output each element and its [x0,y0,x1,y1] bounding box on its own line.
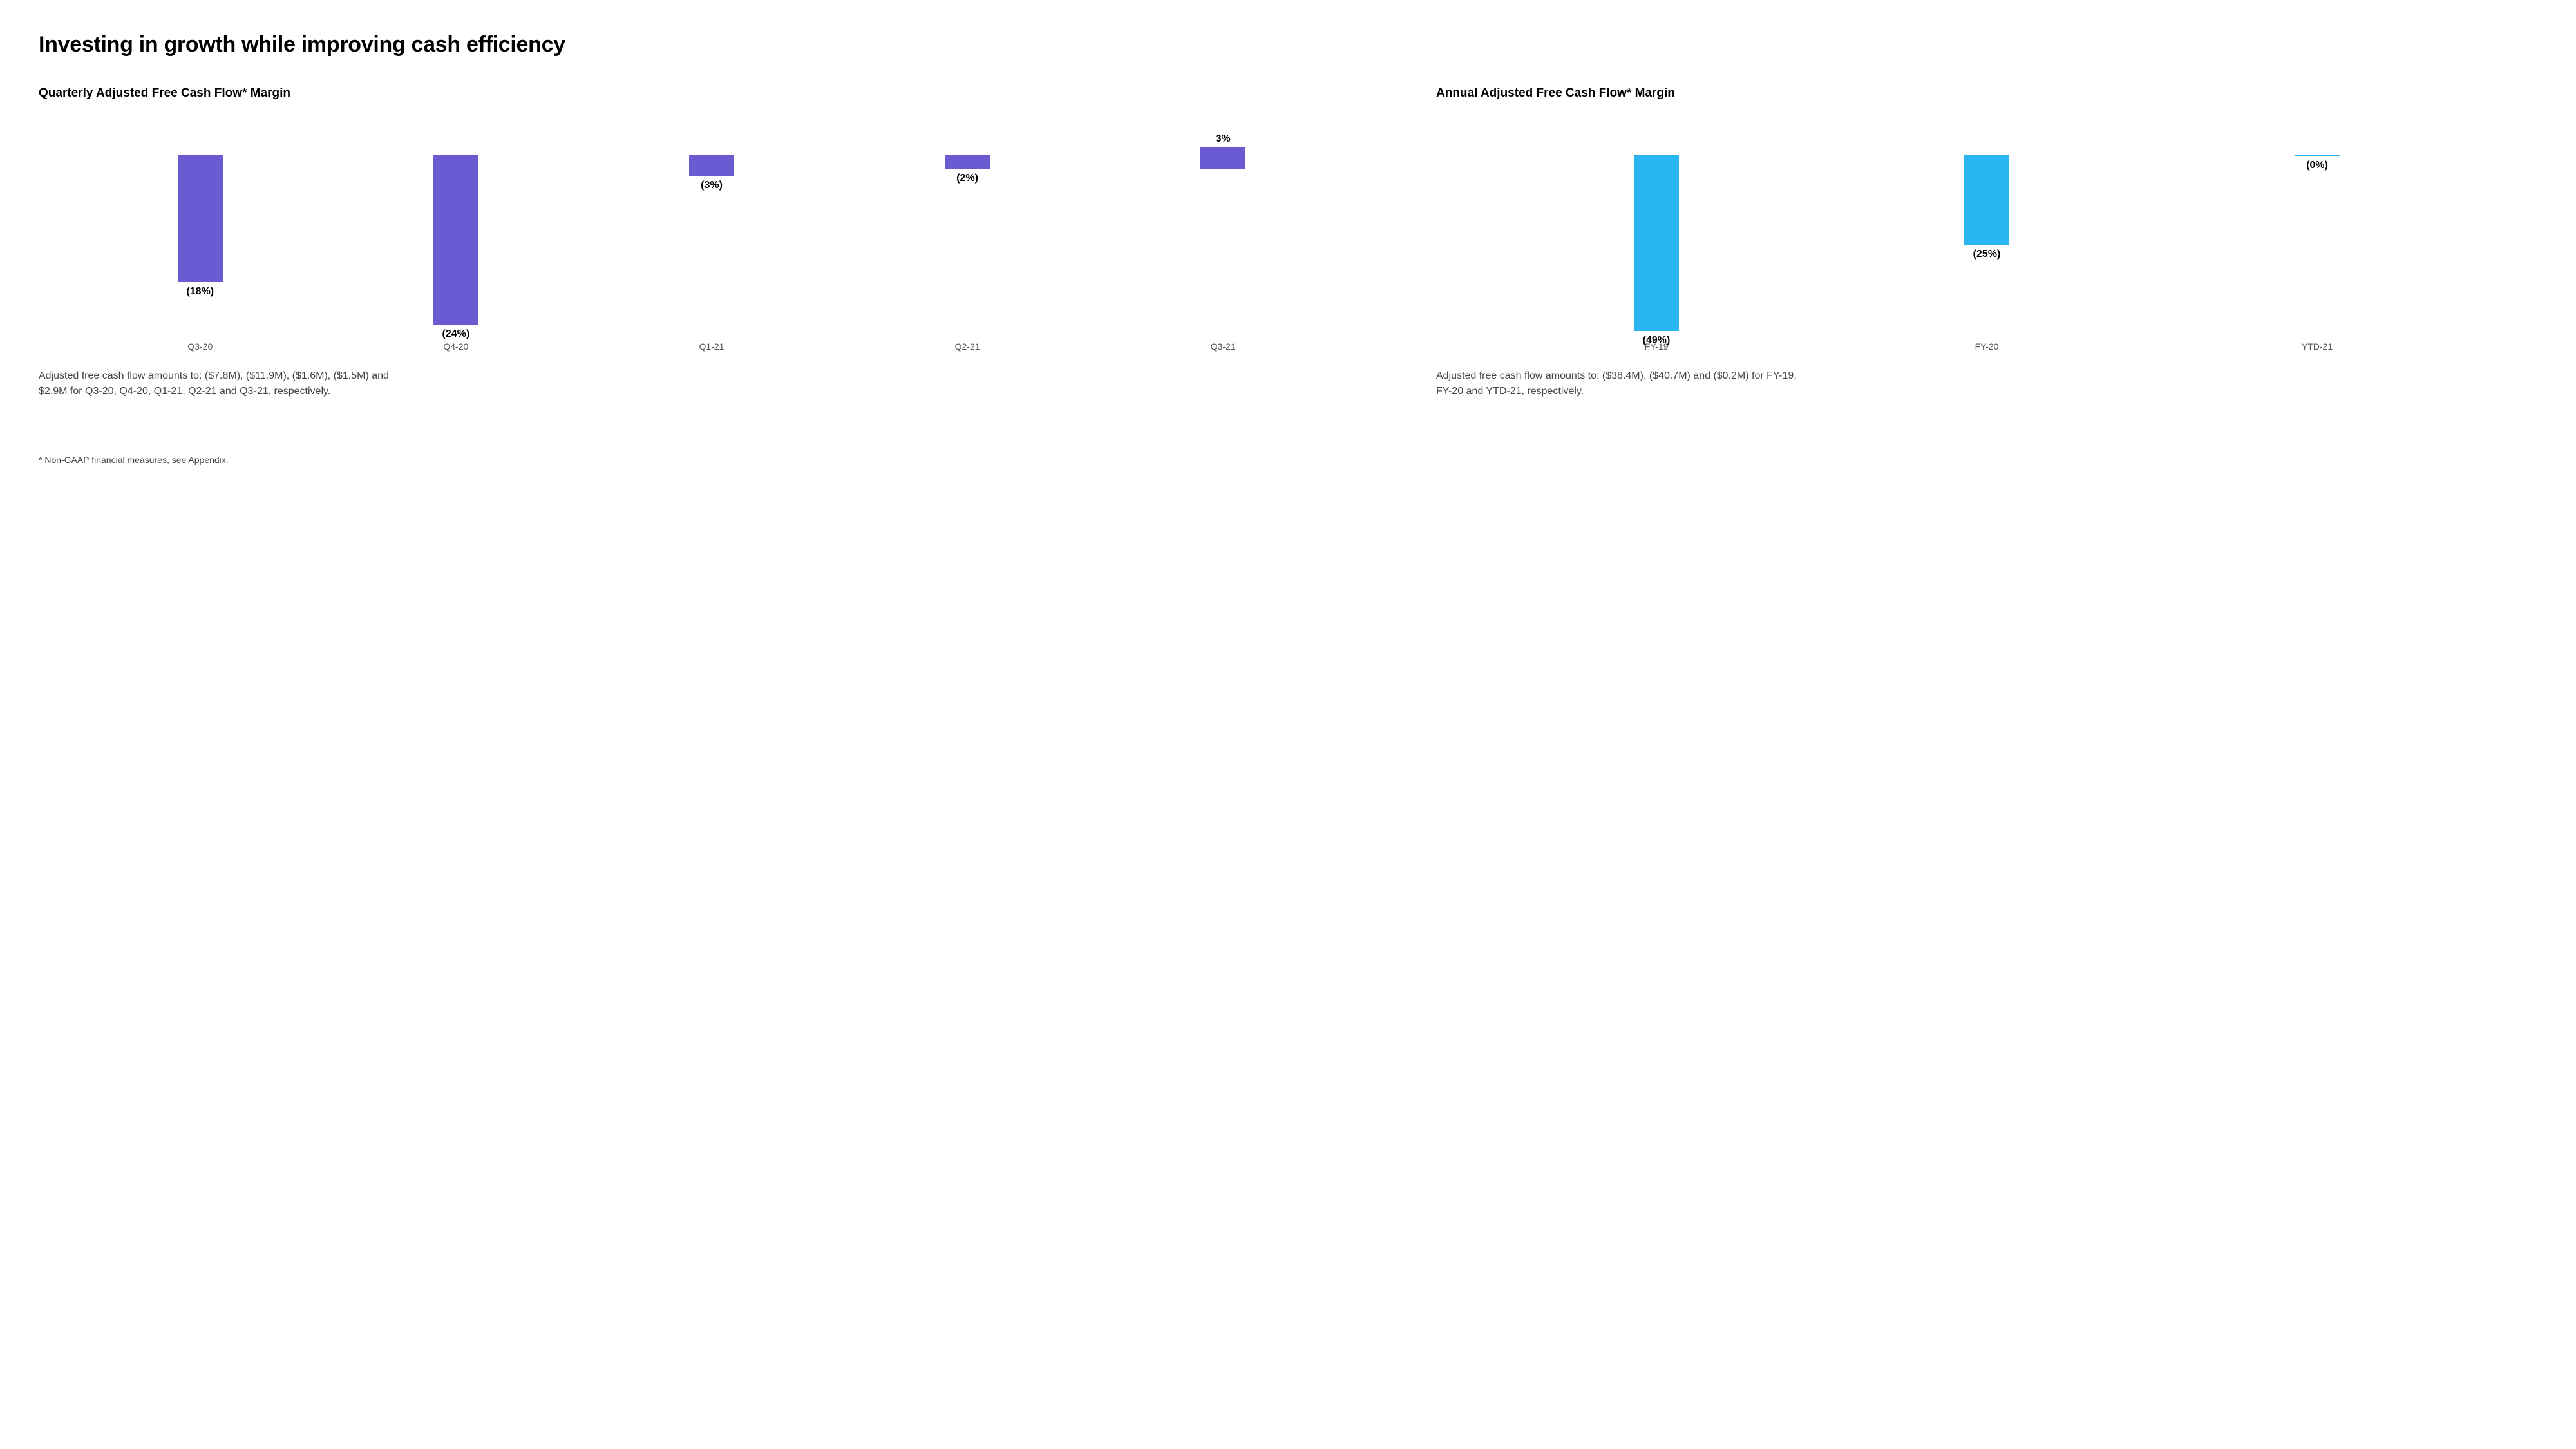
quarterly-bar [1200,147,1245,169]
quarterly-bar [178,155,223,282]
quarterly-chart-title: Quarterly Adjusted Free Cash Flow* Margi… [39,86,1385,100]
quarterly-axis-label: Q3-21 [1211,341,1236,352]
annual-bar [1964,155,2009,245]
quarterly-bar [433,155,478,325]
quarterly-bar-label: (2%) [956,173,978,184]
annual-bar-group: (25%) [1964,155,2009,260]
annual-axis-label: FY-19 [1645,341,1669,352]
annual-bar [1634,155,1679,331]
quarterly-block: Quarterly Adjusted Free Cash Flow* Margi… [39,86,1385,410]
page-title: Investing in growth while improving cash… [39,32,2537,57]
quarterly-bar-group: (3%) [689,155,734,191]
charts-row: Quarterly Adjusted Free Cash Flow* Margi… [39,86,2537,410]
quarterly-bar-label: (18%) [186,286,214,298]
annual-bar-label: (0%) [2306,160,2328,171]
annual-chart-title: Annual Adjusted Free Cash Flow* Margin [1436,86,2537,100]
quarterly-bar-group: 3% [1200,133,1245,169]
quarterly-chart: (18%) (24%) (3%) (2%) 3% Q3-20 Q4-20 Q1-21 Q2-21… [39,109,1385,354]
annual-axis-label: YTD-21 [2302,341,2333,352]
footnote: * Non-GAAP financial measures, see Appen… [39,455,2537,465]
quarterly-axis-label: Q3-20 [187,341,213,352]
slide: Investing in growth while improving cash… [0,0,2576,493]
quarterly-axis-label: Q4-20 [443,341,468,352]
annual-block: Annual Adjusted Free Cash Flow* Margin (… [1436,86,2537,410]
quarterly-bar-label: 3% [1216,133,1231,145]
quarterly-caption: Adjusted free cash flow amounts to: ($7.… [39,368,399,399]
quarterly-bar-group: (18%) [178,155,223,298]
annual-axis-label: FY-20 [1975,341,1999,352]
annual-chart: (49%) (25%) (0%) FY-19 FY-20 YTD-21 [1436,109,2537,354]
quarterly-bar-group: (24%) [433,155,478,340]
quarterly-axis-label: Q2-21 [955,341,980,352]
annual-caption: Adjusted free cash flow amounts to: ($38… [1436,368,1797,399]
annual-bar-label: (25%) [1973,249,2001,260]
quarterly-bar [945,155,990,169]
annual-bar-group: (49%) [1634,155,1679,346]
annual-bar [2295,155,2340,156]
quarterly-bar-label: (3%) [701,180,723,191]
quarterly-axis-label: Q1-21 [699,341,724,352]
quarterly-bar [689,155,734,176]
quarterly-bar-label: (24%) [442,328,470,340]
annual-bar-group: (0%) [2295,155,2340,171]
quarterly-bar-group: (2%) [945,155,990,184]
